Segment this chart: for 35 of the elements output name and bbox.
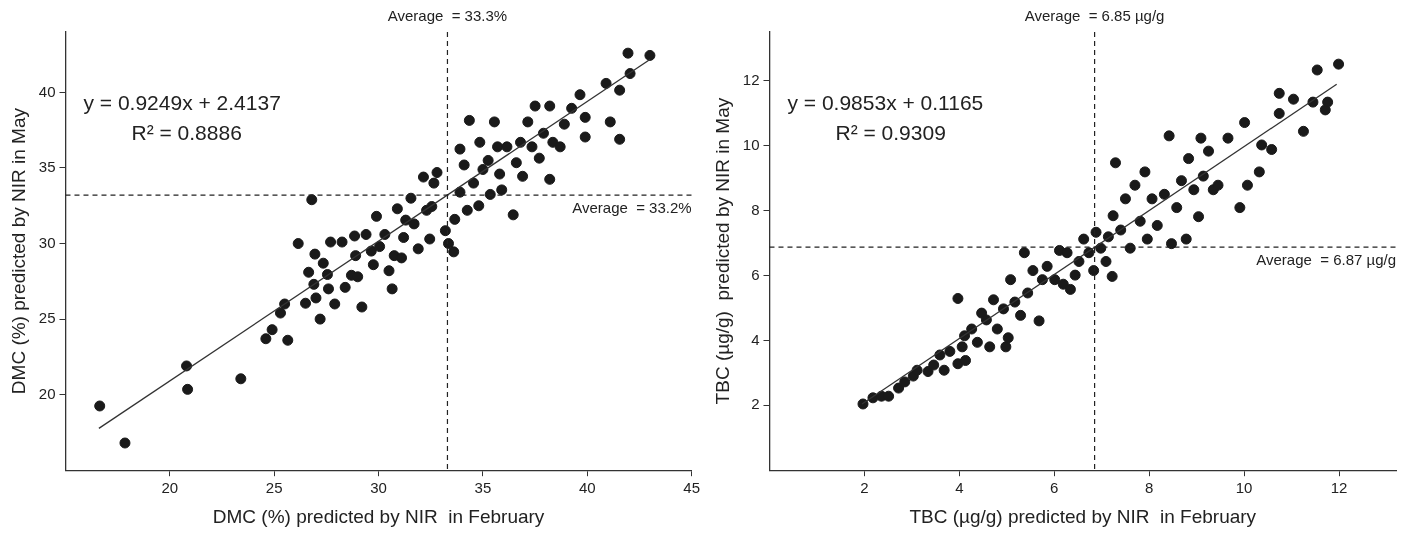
- y-axis-title: DMC (%) predicted by NIR in May: [7, 107, 29, 395]
- x-tick-label: 35: [474, 479, 492, 497]
- x-tick-label: 10: [1235, 479, 1253, 497]
- x-tick-label: 25: [265, 479, 283, 497]
- y-tick-label: 20: [38, 384, 56, 402]
- ref-line-label: Average = 33.3%: [387, 6, 508, 24]
- annotation: R² = 0.8886: [131, 120, 242, 144]
- annotation: y = 0.9249x + 2.4137: [83, 90, 281, 114]
- y-axis-title: TBC (µg/g) predicted by NIR in May: [711, 97, 733, 405]
- x-tick-label: 8: [1145, 479, 1154, 497]
- y-tick-label: 35: [38, 158, 56, 176]
- ref-line-label: Average = 6.85 µg/g: [1024, 6, 1165, 24]
- x-tick-label: 6: [1050, 479, 1059, 497]
- x-tick-label: 12: [1330, 479, 1348, 497]
- ref-line-label: Average = 33.2%: [572, 198, 692, 216]
- x-tick-label: 20: [161, 479, 179, 497]
- x-axis-title: DMC (%) predicted by NIR in February: [212, 505, 545, 527]
- ref-line-label: Average = 6.87 µg/g: [1256, 250, 1396, 268]
- y-tick-label: 2: [751, 395, 760, 413]
- x-tick-label: 45: [683, 479, 700, 497]
- x-tick-label: 40: [578, 479, 596, 497]
- x-tick-label: 2: [860, 479, 869, 497]
- annotation: y = 0.9853x + 0.1165: [787, 90, 984, 114]
- y-tick-label: 6: [751, 265, 760, 283]
- x-axis-title: TBC (µg/g) predicted by NIR in February: [909, 505, 1257, 527]
- y-tick-label: 8: [751, 200, 760, 218]
- y-tick-label: 10: [742, 135, 760, 153]
- y-tick-label: 25: [38, 309, 56, 327]
- y-tick-label: 4: [751, 330, 760, 348]
- y-tick-label: 12: [742, 70, 760, 88]
- y-tick-label: 30: [38, 233, 56, 251]
- x-tick-label: 30: [370, 479, 387, 497]
- x-tick-label: 4: [955, 479, 964, 497]
- y-tick-label: 40: [38, 82, 56, 100]
- annotation: R² = 0.9309: [835, 120, 946, 144]
